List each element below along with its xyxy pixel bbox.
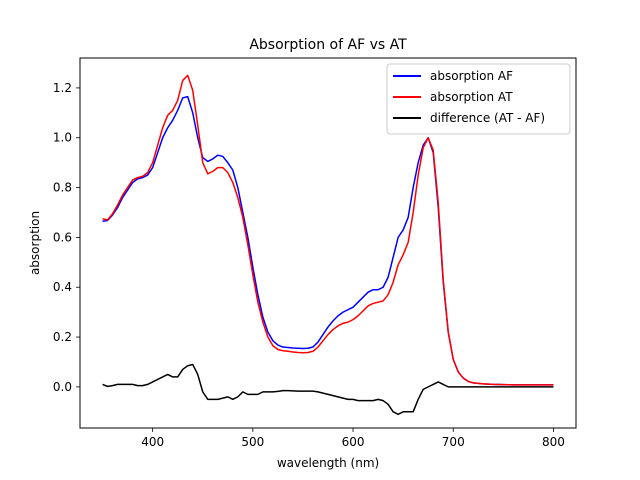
series-line-1: [102, 74, 554, 386]
series-layer: [102, 74, 554, 416]
y-tick-label: 1.2: [53, 81, 72, 95]
x-axis-label: wavelength (nm): [277, 456, 379, 470]
axes-frame: [79, 57, 577, 429]
legend-box: [386, 63, 571, 135]
chart-title: Absorption of AF vs AT: [249, 37, 407, 53]
x-tick-label: 600: [342, 435, 365, 449]
legend: absorption AF absorption AT difference (AT…: [386, 63, 571, 135]
y-axis-ticks: 0.0 0.2 0.4 0.6 0.8 1.0 1.2: [53, 81, 80, 394]
y-tick-label: 0.2: [53, 330, 72, 344]
legend-label-1: absorption AT: [430, 90, 513, 104]
x-tick-label: 700: [442, 435, 465, 449]
y-tick-label: 0.0: [53, 380, 72, 394]
series-line-2: [102, 363, 554, 416]
y-tick-label: 1.0: [53, 131, 72, 145]
x-axis-ticks: 400 500 600 700 800: [141, 428, 565, 449]
legend-label-2: difference (AT - AF): [430, 111, 545, 125]
legend-label-0: absorption AF: [430, 69, 513, 83]
y-tick-label: 0.4: [53, 280, 72, 294]
x-tick-label: 800: [542, 435, 565, 449]
y-tick-label: 0.8: [53, 181, 72, 195]
x-tick-label: 400: [141, 435, 164, 449]
y-axis-label: absorption: [28, 211, 42, 275]
y-tick-label: 0.6: [53, 230, 72, 244]
x-tick-label: 500: [241, 435, 264, 449]
